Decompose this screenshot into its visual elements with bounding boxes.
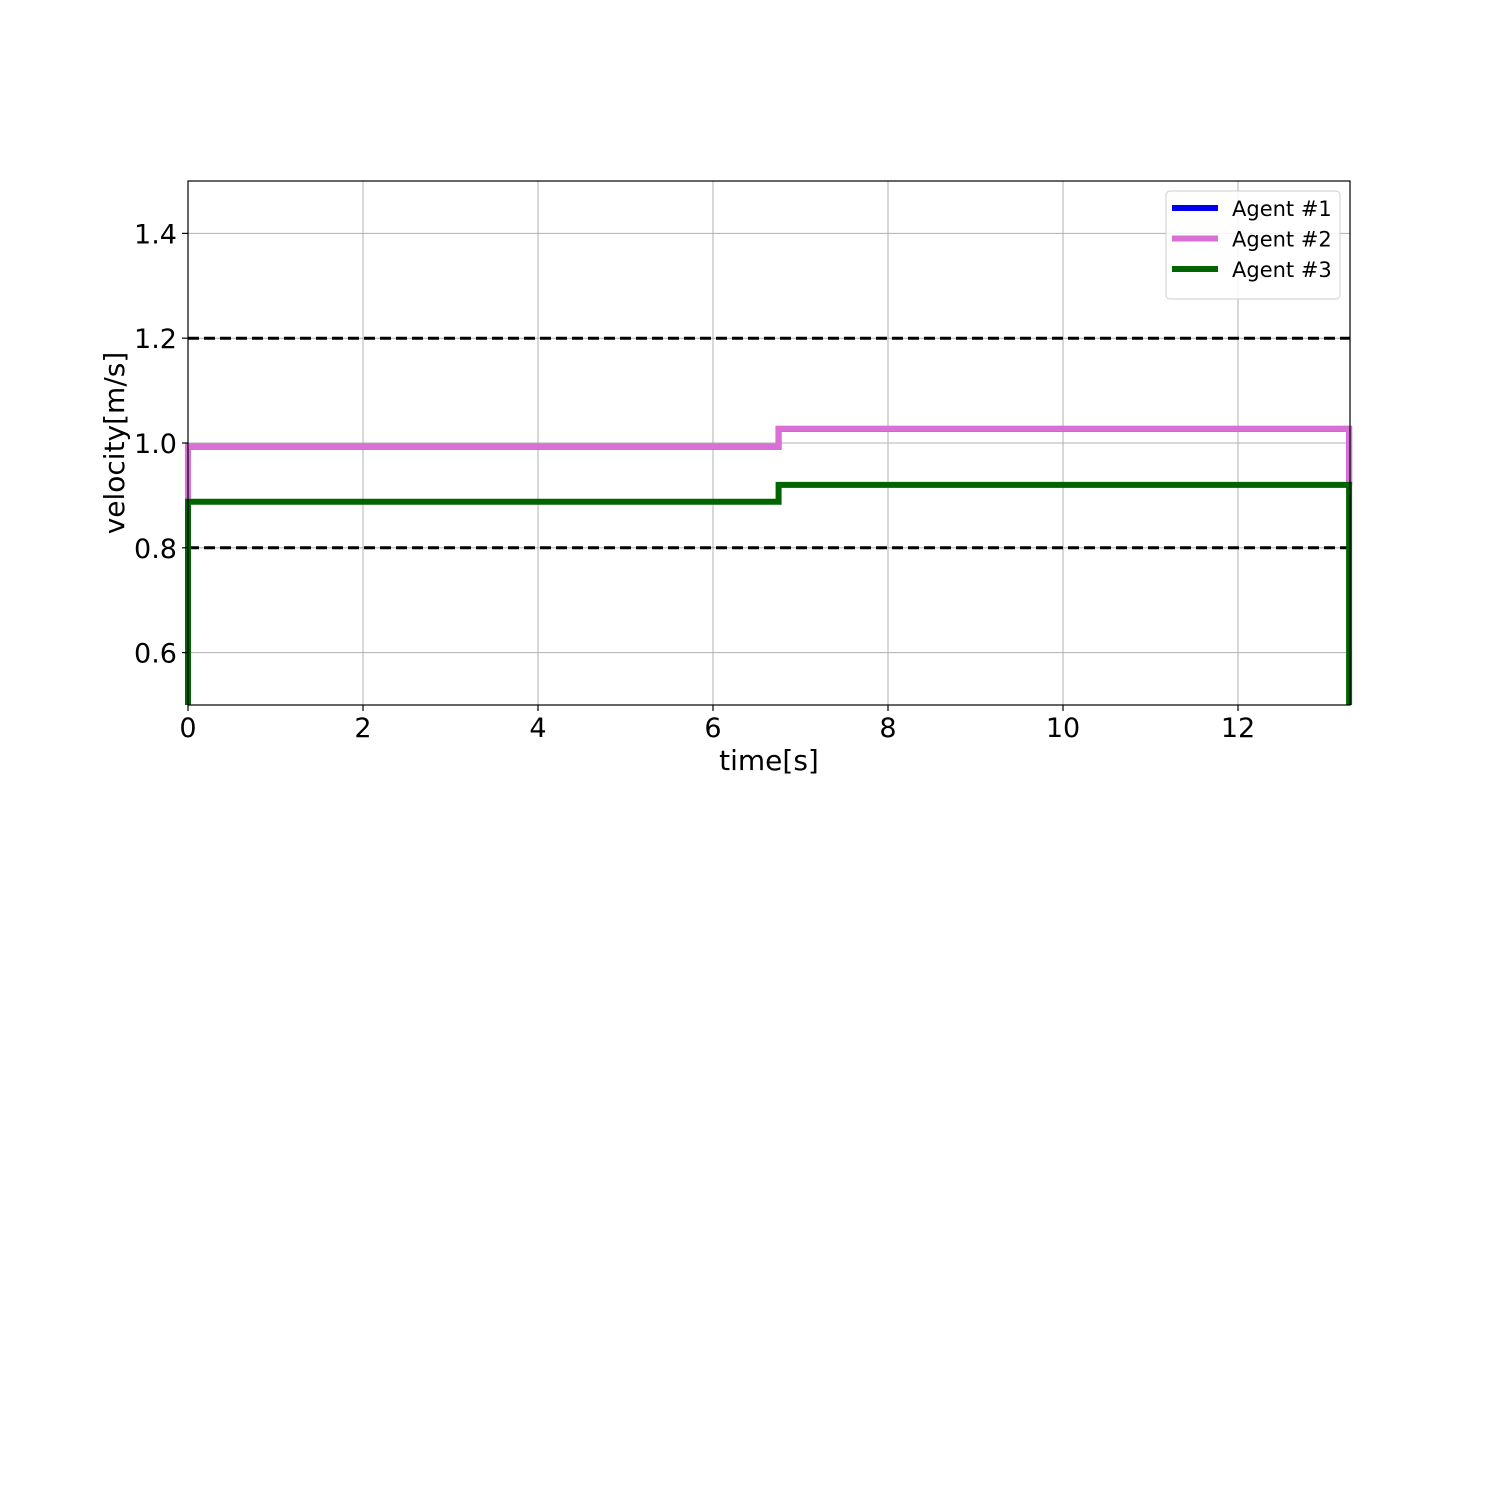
legend-label: Agent #2	[1232, 228, 1332, 252]
x-axis-label: time[s]	[719, 744, 819, 777]
y-tick-label: 1.2	[134, 324, 177, 355]
x-tick-label: 4	[529, 713, 546, 744]
x-tick-label: 12	[1221, 713, 1255, 744]
x-tick-label: 2	[354, 713, 371, 744]
y-axis-label: velocity[m/s]	[98, 352, 131, 535]
x-tick-label: 0	[179, 713, 196, 744]
y-tick-label: 1.0	[134, 429, 177, 460]
y-tick-label: 1.4	[134, 219, 177, 250]
x-tick-label: 8	[879, 713, 896, 744]
legend-label: Agent #3	[1232, 258, 1332, 282]
axis-ticks: 0 2 4 6 8 10 12 0.6 0.8 1.0 1.2 1.4	[134, 219, 1255, 744]
y-tick-label: 0.6	[134, 639, 177, 670]
x-tick-label: 10	[1046, 713, 1080, 744]
x-tick-label: 6	[704, 713, 721, 744]
y-tick-label: 0.8	[134, 534, 177, 565]
legend: Agent #1 Agent #2 Agent #3	[1165, 190, 1341, 300]
legend-label: Agent #1	[1232, 197, 1332, 221]
reference-lines	[188, 336, 1350, 550]
